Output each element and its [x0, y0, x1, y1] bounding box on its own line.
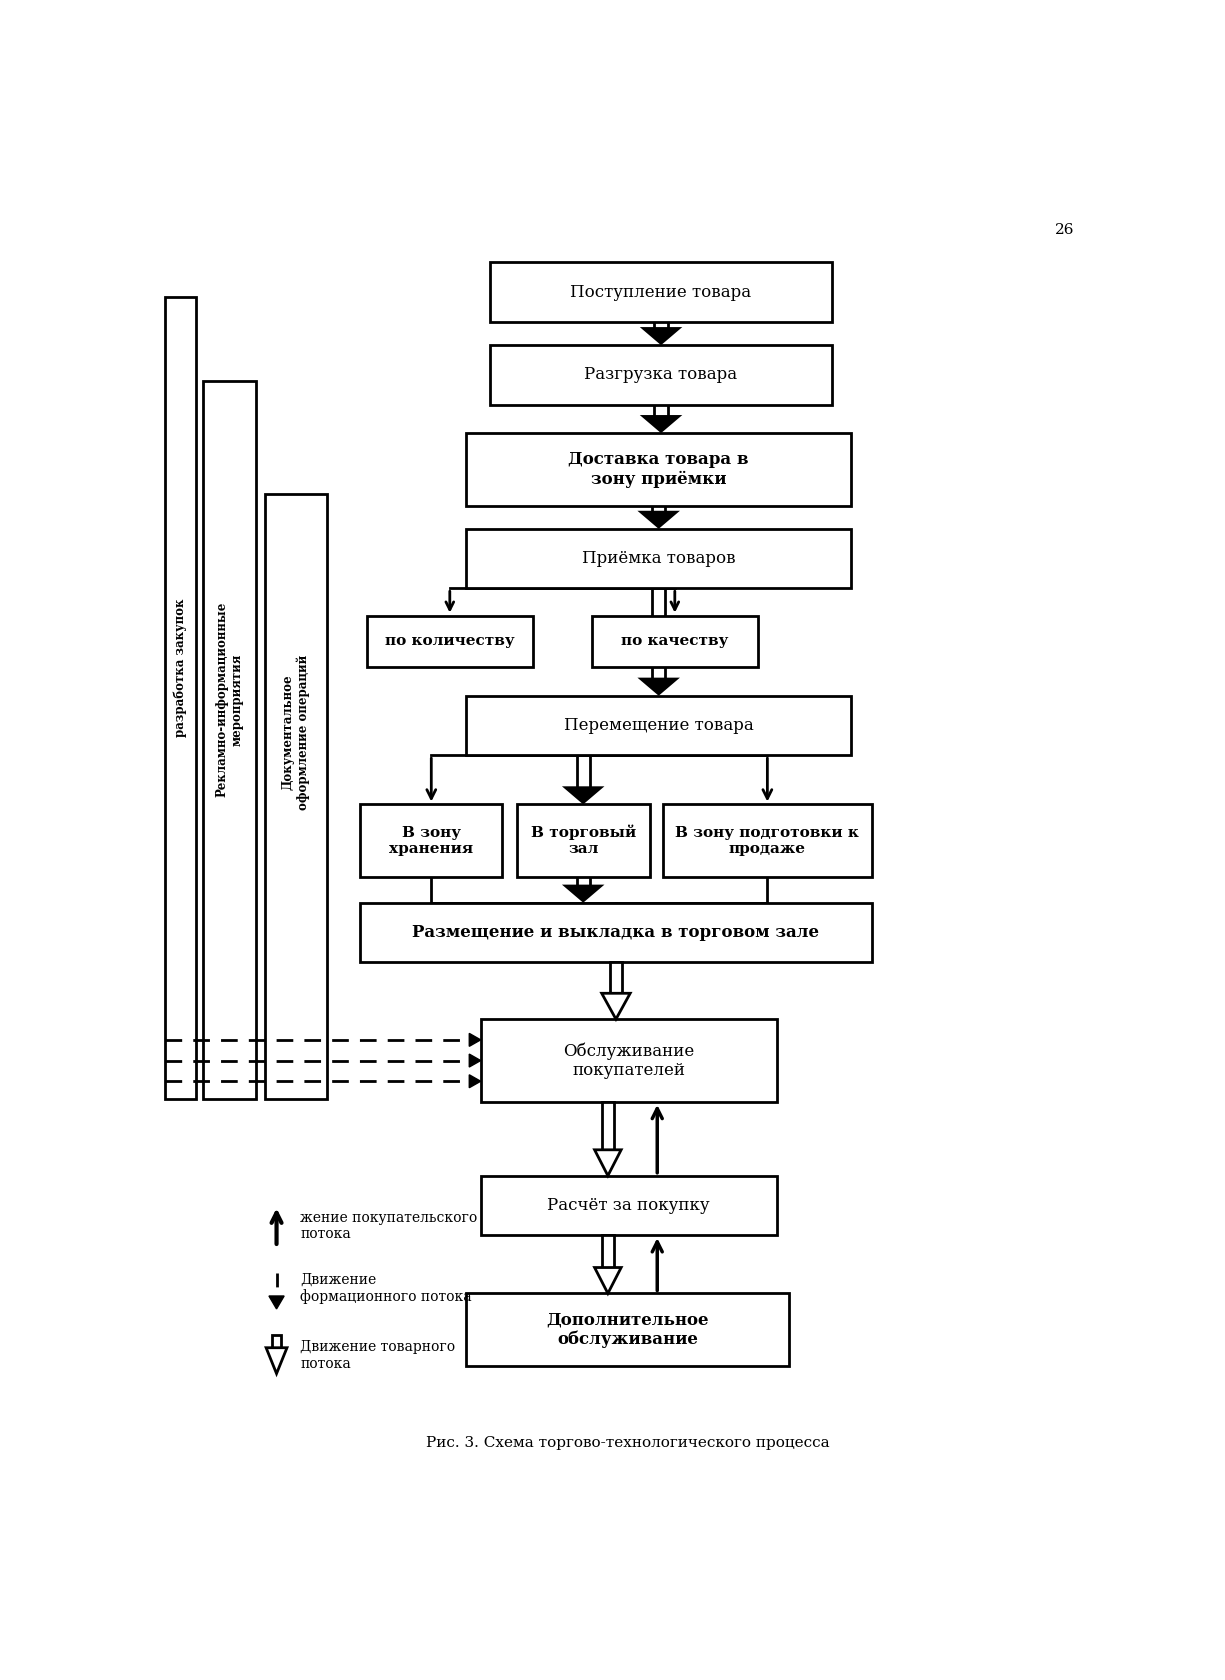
Text: В зону
хранения: В зону хранения	[390, 825, 473, 855]
Text: Размещение и выкладка в торговом зале: Размещение и выкладка в торговом зале	[413, 924, 820, 941]
Text: по количеству: по количеству	[385, 635, 514, 648]
Text: Приёмка товаров: Приёмка товаров	[582, 549, 735, 568]
FancyBboxPatch shape	[360, 902, 872, 963]
Text: Перемещение товара: Перемещение товара	[564, 717, 753, 734]
Polygon shape	[469, 1033, 480, 1047]
Polygon shape	[637, 511, 680, 529]
FancyBboxPatch shape	[592, 615, 758, 667]
Polygon shape	[637, 677, 680, 696]
FancyBboxPatch shape	[467, 529, 851, 588]
Polygon shape	[601, 993, 630, 1020]
Text: Движение товарного
потока: Движение товарного потока	[300, 1341, 456, 1371]
FancyBboxPatch shape	[480, 1176, 777, 1235]
Text: Дополнительное
обслуживание: Дополнительное обслуживание	[546, 1310, 709, 1349]
FancyBboxPatch shape	[467, 696, 851, 756]
Text: по качеству: по качеству	[621, 635, 729, 648]
Polygon shape	[594, 1149, 621, 1176]
FancyBboxPatch shape	[203, 381, 256, 1099]
Text: 26: 26	[1055, 223, 1074, 237]
Text: разработка закупок: разработка закупок	[174, 598, 187, 736]
Text: жение покупательского
потока: жение покупательского потока	[300, 1211, 478, 1242]
Text: В зону подготовки к
продаже: В зону подготовки к продаже	[675, 825, 859, 855]
Polygon shape	[270, 1295, 284, 1309]
Text: Разгрузка товара: Разгрузка товара	[584, 366, 737, 383]
FancyBboxPatch shape	[164, 297, 196, 1099]
FancyBboxPatch shape	[467, 1294, 789, 1366]
Text: Рис. 3. Схема торгово-технологического процесса: Рис. 3. Схема торгово-технологического п…	[426, 1436, 829, 1450]
Polygon shape	[469, 1075, 480, 1087]
FancyBboxPatch shape	[467, 433, 851, 506]
FancyBboxPatch shape	[603, 1235, 614, 1267]
FancyBboxPatch shape	[603, 1102, 614, 1149]
Text: Обслуживание
покупателей: Обслуживание покупателей	[564, 1042, 695, 1079]
Polygon shape	[266, 1347, 287, 1374]
FancyBboxPatch shape	[610, 963, 621, 993]
FancyBboxPatch shape	[272, 1336, 282, 1347]
FancyBboxPatch shape	[360, 805, 502, 877]
FancyBboxPatch shape	[490, 262, 832, 323]
Text: Расчёт за покупку: Расчёт за покупку	[548, 1196, 710, 1215]
Text: Документальное
оформление операций: Документальное оформление операций	[282, 654, 310, 810]
Polygon shape	[639, 415, 682, 433]
FancyBboxPatch shape	[490, 344, 832, 405]
Text: Доставка товара в
зону приёмки: Доставка товара в зону приёмки	[568, 450, 748, 487]
FancyBboxPatch shape	[366, 615, 533, 667]
FancyBboxPatch shape	[480, 1020, 777, 1102]
Text: В торговый
зал: В торговый зал	[530, 825, 636, 857]
FancyBboxPatch shape	[517, 805, 649, 877]
Polygon shape	[639, 328, 682, 344]
Polygon shape	[469, 1053, 480, 1067]
FancyBboxPatch shape	[265, 494, 327, 1099]
FancyBboxPatch shape	[663, 805, 872, 877]
Text: Движение
формационного потока: Движение формационного потока	[300, 1272, 472, 1304]
Polygon shape	[562, 885, 604, 902]
Text: Поступление товара: Поступление товара	[571, 284, 752, 301]
Polygon shape	[562, 786, 604, 805]
Polygon shape	[594, 1267, 621, 1294]
Text: Рекламно-информационные
мероприятия: Рекламно-информационные мероприятия	[216, 601, 244, 798]
